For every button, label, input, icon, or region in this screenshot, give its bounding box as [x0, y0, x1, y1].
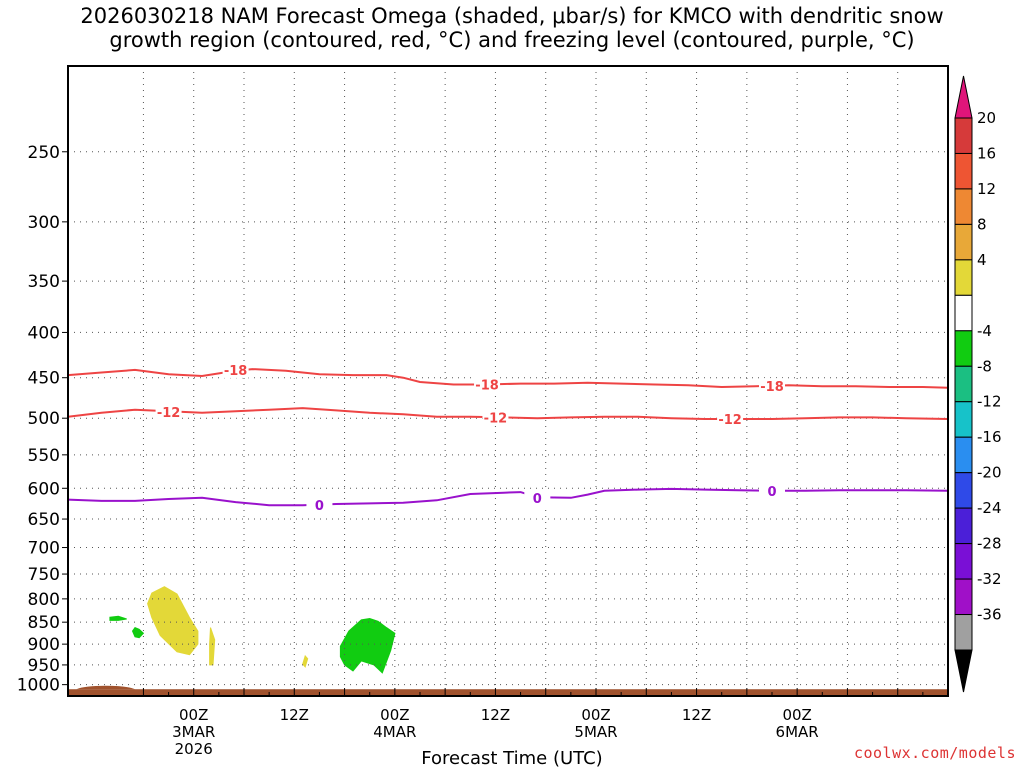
x-tick-label: 12Z — [682, 706, 711, 724]
contour-label: 0 — [767, 485, 776, 500]
chart-title: 2026030218 NAM Forecast Omega (shaded, μ… — [0, 4, 1024, 52]
contour-label-background — [222, 361, 249, 378]
y-tick-label: 350 — [28, 272, 60, 292]
contour-label-background — [524, 489, 551, 506]
contour-label-background — [759, 378, 785, 395]
colorbar-segment — [954, 578, 973, 616]
colorbar-segment — [954, 507, 973, 545]
x-tick-label: 12Z — [481, 706, 510, 724]
y-tick-label: 600 — [28, 479, 60, 499]
colorbar-segment — [954, 330, 973, 367]
colorbar-label: -36 — [977, 606, 1002, 624]
contour-label-background — [474, 376, 501, 393]
contour-label: -12 — [157, 406, 181, 421]
colorbar-segment — [954, 259, 973, 296]
y-tick-label: 1000 — [17, 676, 60, 696]
y-tick-label: 450 — [28, 369, 60, 389]
chart-title-line-2: growth region (contoured, red, °C) and f… — [109, 28, 915, 52]
colorbar-segment — [954, 401, 973, 438]
y-tick-label: 900 — [28, 635, 60, 655]
colorbar-label: 4 — [977, 251, 987, 269]
colorbar-label: -24 — [977, 499, 1002, 517]
omega-shaded-region — [302, 654, 309, 668]
colorbar-segment — [954, 614, 973, 651]
y-tick-label: 950 — [28, 656, 60, 676]
y-tick-label: 300 — [28, 213, 60, 233]
colorbar-bottom-arrow — [954, 649, 973, 693]
x-tick-label: 00Z — [581, 706, 610, 724]
x-tick-label: 5MAR — [574, 723, 617, 741]
colorbar-segment — [954, 472, 973, 509]
y-tick-label: 550 — [28, 446, 60, 466]
colorbar-segment — [954, 152, 973, 190]
x-tick-label: 00Z — [179, 706, 208, 724]
colorbar-label: -32 — [977, 570, 1002, 588]
colorbar-segment — [954, 365, 973, 403]
x-tick-label: 4MAR — [373, 723, 416, 741]
y-tick-label: 250 — [28, 143, 60, 163]
omega-shaded-region — [147, 586, 199, 656]
x-tick-label: 2026 — [175, 740, 213, 758]
contour-label: -12 — [718, 413, 742, 428]
contour-label-background — [306, 497, 333, 514]
colorbar-label: -16 — [977, 428, 1002, 446]
colorbar-label: -4 — [977, 322, 992, 340]
colorbar-segment — [954, 117, 973, 154]
x-tick-label: 00Z — [782, 706, 811, 724]
colorbar-label: -28 — [977, 535, 1002, 553]
x-tick-label: 12Z — [280, 706, 309, 724]
colorbar-label: -20 — [977, 464, 1002, 482]
y-tick-label: 800 — [28, 590, 60, 610]
colorbar-label: 20 — [977, 109, 996, 127]
colorbar-segment — [954, 188, 973, 225]
terrain-bump — [76, 685, 136, 690]
x-axis-label: Forecast Time (UTC) — [421, 748, 602, 768]
omega-shaded-region — [109, 615, 127, 621]
plot-area — [68, 66, 948, 696]
y-tick-label: 500 — [28, 409, 60, 429]
credit-text[interactable]: coolwx.com/models — [853, 744, 1016, 762]
colorbar-segment — [954, 294, 973, 332]
y-tick-label: 750 — [28, 565, 60, 585]
omega-shaded-region — [131, 626, 145, 639]
colorbar-label: 8 — [977, 215, 987, 233]
omega-shaded-region — [209, 627, 216, 666]
y-tick-label: 700 — [28, 539, 60, 559]
y-tick-label: 650 — [28, 510, 60, 530]
x-tick-label: 00Z — [380, 706, 409, 724]
contour-label: 0 — [315, 499, 324, 514]
colorbar-label: 12 — [977, 180, 996, 198]
omega-shaded-region — [339, 617, 396, 674]
colorbar-label: -12 — [977, 393, 1002, 411]
contour-label: -12 — [484, 411, 508, 426]
contour-label: -18 — [475, 378, 499, 393]
contour-label-background — [482, 409, 509, 426]
x-tick-label: 6MAR — [776, 723, 819, 741]
contour-label: 0 — [533, 492, 542, 507]
colorbar-top-arrow — [954, 75, 973, 119]
contour-label-background — [717, 410, 744, 427]
contour-label-background — [759, 482, 785, 499]
y-tick-label: 400 — [28, 323, 60, 343]
colorbar-label: 16 — [977, 144, 996, 162]
colorbar-label: -8 — [977, 357, 992, 375]
contour-label: -18 — [224, 364, 248, 379]
plot-frame — [67, 65, 949, 697]
contour-label-background — [155, 404, 182, 421]
colorbar-segment — [954, 223, 973, 261]
chart-title-line-1: 2026030218 NAM Forecast Omega (shaded, μ… — [80, 4, 944, 28]
contour-label: -18 — [760, 380, 784, 395]
terrain-below-ground — [68, 689, 948, 696]
x-tick-label: 3MAR — [172, 723, 215, 741]
colorbar-segment — [954, 543, 973, 580]
y-tick-label: 850 — [28, 613, 60, 633]
colorbar-segment — [954, 436, 973, 474]
